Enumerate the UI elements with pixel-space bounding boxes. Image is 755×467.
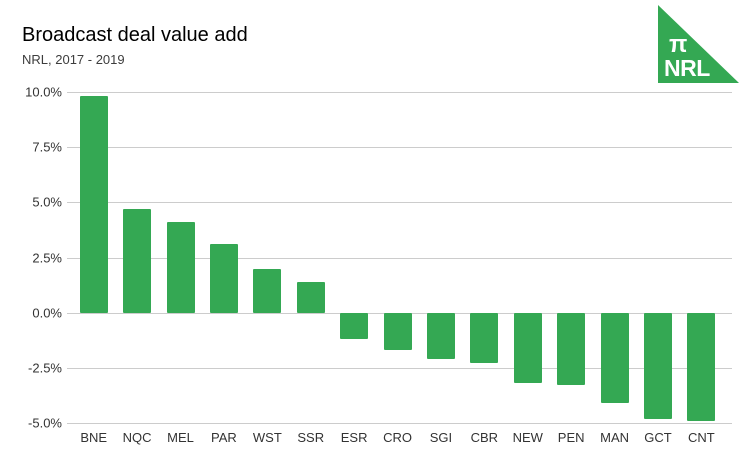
x-tick-label: CNT [688, 430, 715, 445]
gridline [67, 202, 732, 204]
bar-band-ssr [289, 92, 332, 423]
x-axis-labels: BNE NQC MEL PAR WST SSR ESR CRO SGI CBR NEW PEN MAN G… [72, 430, 723, 445]
bar-band-cro [376, 92, 419, 423]
gridline [67, 92, 732, 93]
x-tick-label: CBR [470, 430, 499, 445]
bar-wst [253, 268, 282, 313]
y-tick-label: -5.0% [28, 415, 62, 431]
x-tick-label: MAN [600, 430, 630, 445]
bar-band-mel [159, 92, 202, 423]
bar-new [513, 312, 542, 384]
x-tick-label: WST [252, 430, 282, 445]
bar-band-cbr [463, 92, 506, 423]
bar-cro [383, 312, 412, 351]
gridline [67, 257, 732, 259]
y-tick-label: 2.5% [32, 250, 62, 265]
logo-nrl-text: NRL [664, 55, 710, 81]
y-tick-label: -2.5% [28, 360, 62, 376]
logo-triangle-icon [658, 5, 739, 83]
bar-nqc [123, 208, 152, 313]
bar-band-bne [72, 92, 115, 423]
y-tick-label: 10.0% [25, 84, 62, 100]
plot-area [67, 92, 732, 424]
bars-container [72, 92, 723, 423]
bar-band-sgi [419, 92, 462, 423]
y-tick-label: 5.0% [32, 194, 62, 210]
logo-pi-text: π [669, 31, 687, 58]
bar-esr [340, 312, 369, 340]
x-tick-label: NEW [512, 430, 543, 445]
x-tick-label: NQC [122, 430, 152, 445]
bar-mel [166, 222, 195, 313]
x-tick-label: SGI [429, 430, 453, 445]
chart-title: Broadcast deal value add [22, 24, 248, 46]
bar-band-esr [332, 92, 375, 423]
x-tick-label: GCT [644, 430, 672, 445]
x-tick-label: MEL [167, 430, 194, 445]
bar-band-pen [549, 92, 592, 423]
gridline [67, 147, 732, 149]
bar-cbr [470, 312, 499, 364]
gridline [67, 423, 732, 424]
bar-bne [79, 96, 108, 313]
x-tick-label: SSR [297, 430, 325, 445]
bar-band-cnt [680, 92, 723, 423]
bar-pen [557, 312, 586, 386]
x-tick-label: CRO [383, 430, 412, 445]
bar-band-nqc [115, 92, 158, 423]
bar-band-gct [636, 92, 679, 423]
bar-gct [643, 312, 672, 419]
x-tick-label: ESR [340, 430, 368, 445]
bar-sgi [426, 312, 455, 359]
bar-cnt [687, 312, 716, 421]
x-tick-label: PEN [557, 430, 585, 445]
gridline [67, 367, 732, 369]
y-tick-label: 0.0% [32, 305, 62, 321]
y-tick-label: 7.5% [32, 139, 62, 155]
bar-band-par [202, 92, 245, 423]
bar-man [600, 312, 629, 404]
bar-band-wst [246, 92, 289, 423]
bar-par [209, 244, 238, 313]
bar-band-new [506, 92, 549, 423]
bar-ssr [296, 281, 325, 313]
bar-band-man [593, 92, 636, 423]
x-tick-label: BNE [80, 430, 108, 445]
y-axis-labels: 10.0% 7.5% 5.0% 2.5% 0.0% -2.5% -5.0% [0, 85, 62, 431]
nrl-logo: π NRL [658, 5, 739, 83]
x-tick-label: PAR [211, 430, 237, 445]
chart-subtitle: NRL, 2017 - 2019 [22, 52, 125, 67]
